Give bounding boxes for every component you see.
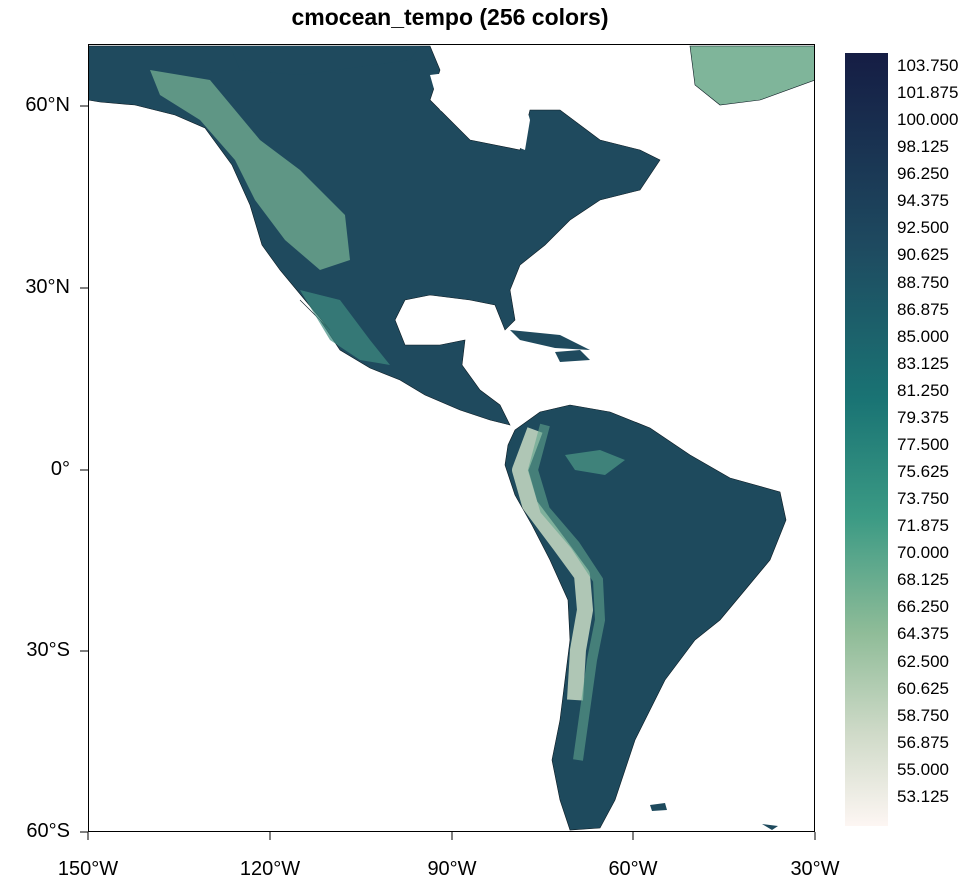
andes-slopes: [527, 423, 606, 761]
colorbar-label: 73.750: [897, 489, 949, 509]
greenland: [689, 45, 815, 106]
south-america: [504, 404, 787, 831]
lat-label-30s: 30°S: [26, 639, 70, 661]
lon-label-120w: 120°W: [239, 858, 301, 880]
colorbar-label: 77.500: [897, 434, 949, 454]
colorbar-label: 55.000: [897, 759, 949, 779]
colorbar-label: 88.750: [897, 272, 949, 292]
colorbar-label: 70.000: [897, 543, 949, 563]
andes: [512, 427, 593, 701]
colorbar-label: 92.500: [897, 218, 949, 238]
colorbar-label: 103.750: [897, 56, 959, 75]
south-georgia: [762, 824, 778, 830]
lat-label-30n: 30°N: [25, 276, 70, 298]
colorbar-label: 86.875: [897, 299, 949, 319]
colorbar-label: 64.375: [897, 624, 949, 644]
lon-label-150w: 150°W: [57, 858, 119, 880]
colorbar-label: 94.375: [897, 191, 949, 211]
map-frame: [88, 44, 815, 832]
arctic-islands: [230, 46, 420, 75]
colorbar-label: 58.750: [897, 705, 949, 725]
lon-label-60w: 60°W: [608, 858, 658, 880]
colorbar-label: 68.125: [897, 570, 949, 590]
colorbar-label: 101.875: [897, 83, 959, 103]
cuba: [510, 330, 590, 350]
lon-label-90w: 90°W: [427, 858, 477, 880]
figure-title: cmocean_tempo (256 colors): [291, 4, 609, 30]
mexico-highlands: [300, 290, 390, 365]
lon-label-30w: 30°W: [790, 858, 840, 880]
falklands: [650, 803, 667, 811]
colorbar-label: 83.125: [897, 353, 949, 373]
colorbar-label: 100.000: [897, 110, 959, 130]
lat-label-60s: 60°S: [26, 820, 70, 842]
colorbar-label: 71.875: [897, 516, 949, 536]
hudson-bay: [430, 70, 530, 150]
guiana-highlands: [565, 450, 625, 475]
hispaniola: [555, 350, 590, 362]
colorbar-label: 81.250: [897, 380, 949, 400]
lat-label-60n: 60°N: [25, 94, 70, 116]
colorbar-label: 90.625: [897, 245, 949, 265]
colorbar-label: 56.875: [897, 732, 949, 752]
colorbar-label: 98.125: [897, 137, 949, 157]
axis-ticks: [80, 105, 816, 840]
lat-label-0: 0°: [50, 458, 70, 480]
colorbar-label: 85.000: [897, 326, 949, 346]
colorbar-label: 53.125: [897, 786, 949, 806]
colorbar-label: 75.625: [897, 462, 949, 482]
colorbar-label: 62.500: [897, 651, 949, 671]
colorbar-label: 60.625: [897, 678, 949, 698]
rocky-mountains: [150, 70, 350, 270]
colorbar: [845, 53, 888, 826]
colorbar-label: 66.250: [897, 597, 949, 617]
colorbar-label: 79.375: [897, 407, 949, 427]
colorbar-label: 96.250: [897, 164, 949, 184]
